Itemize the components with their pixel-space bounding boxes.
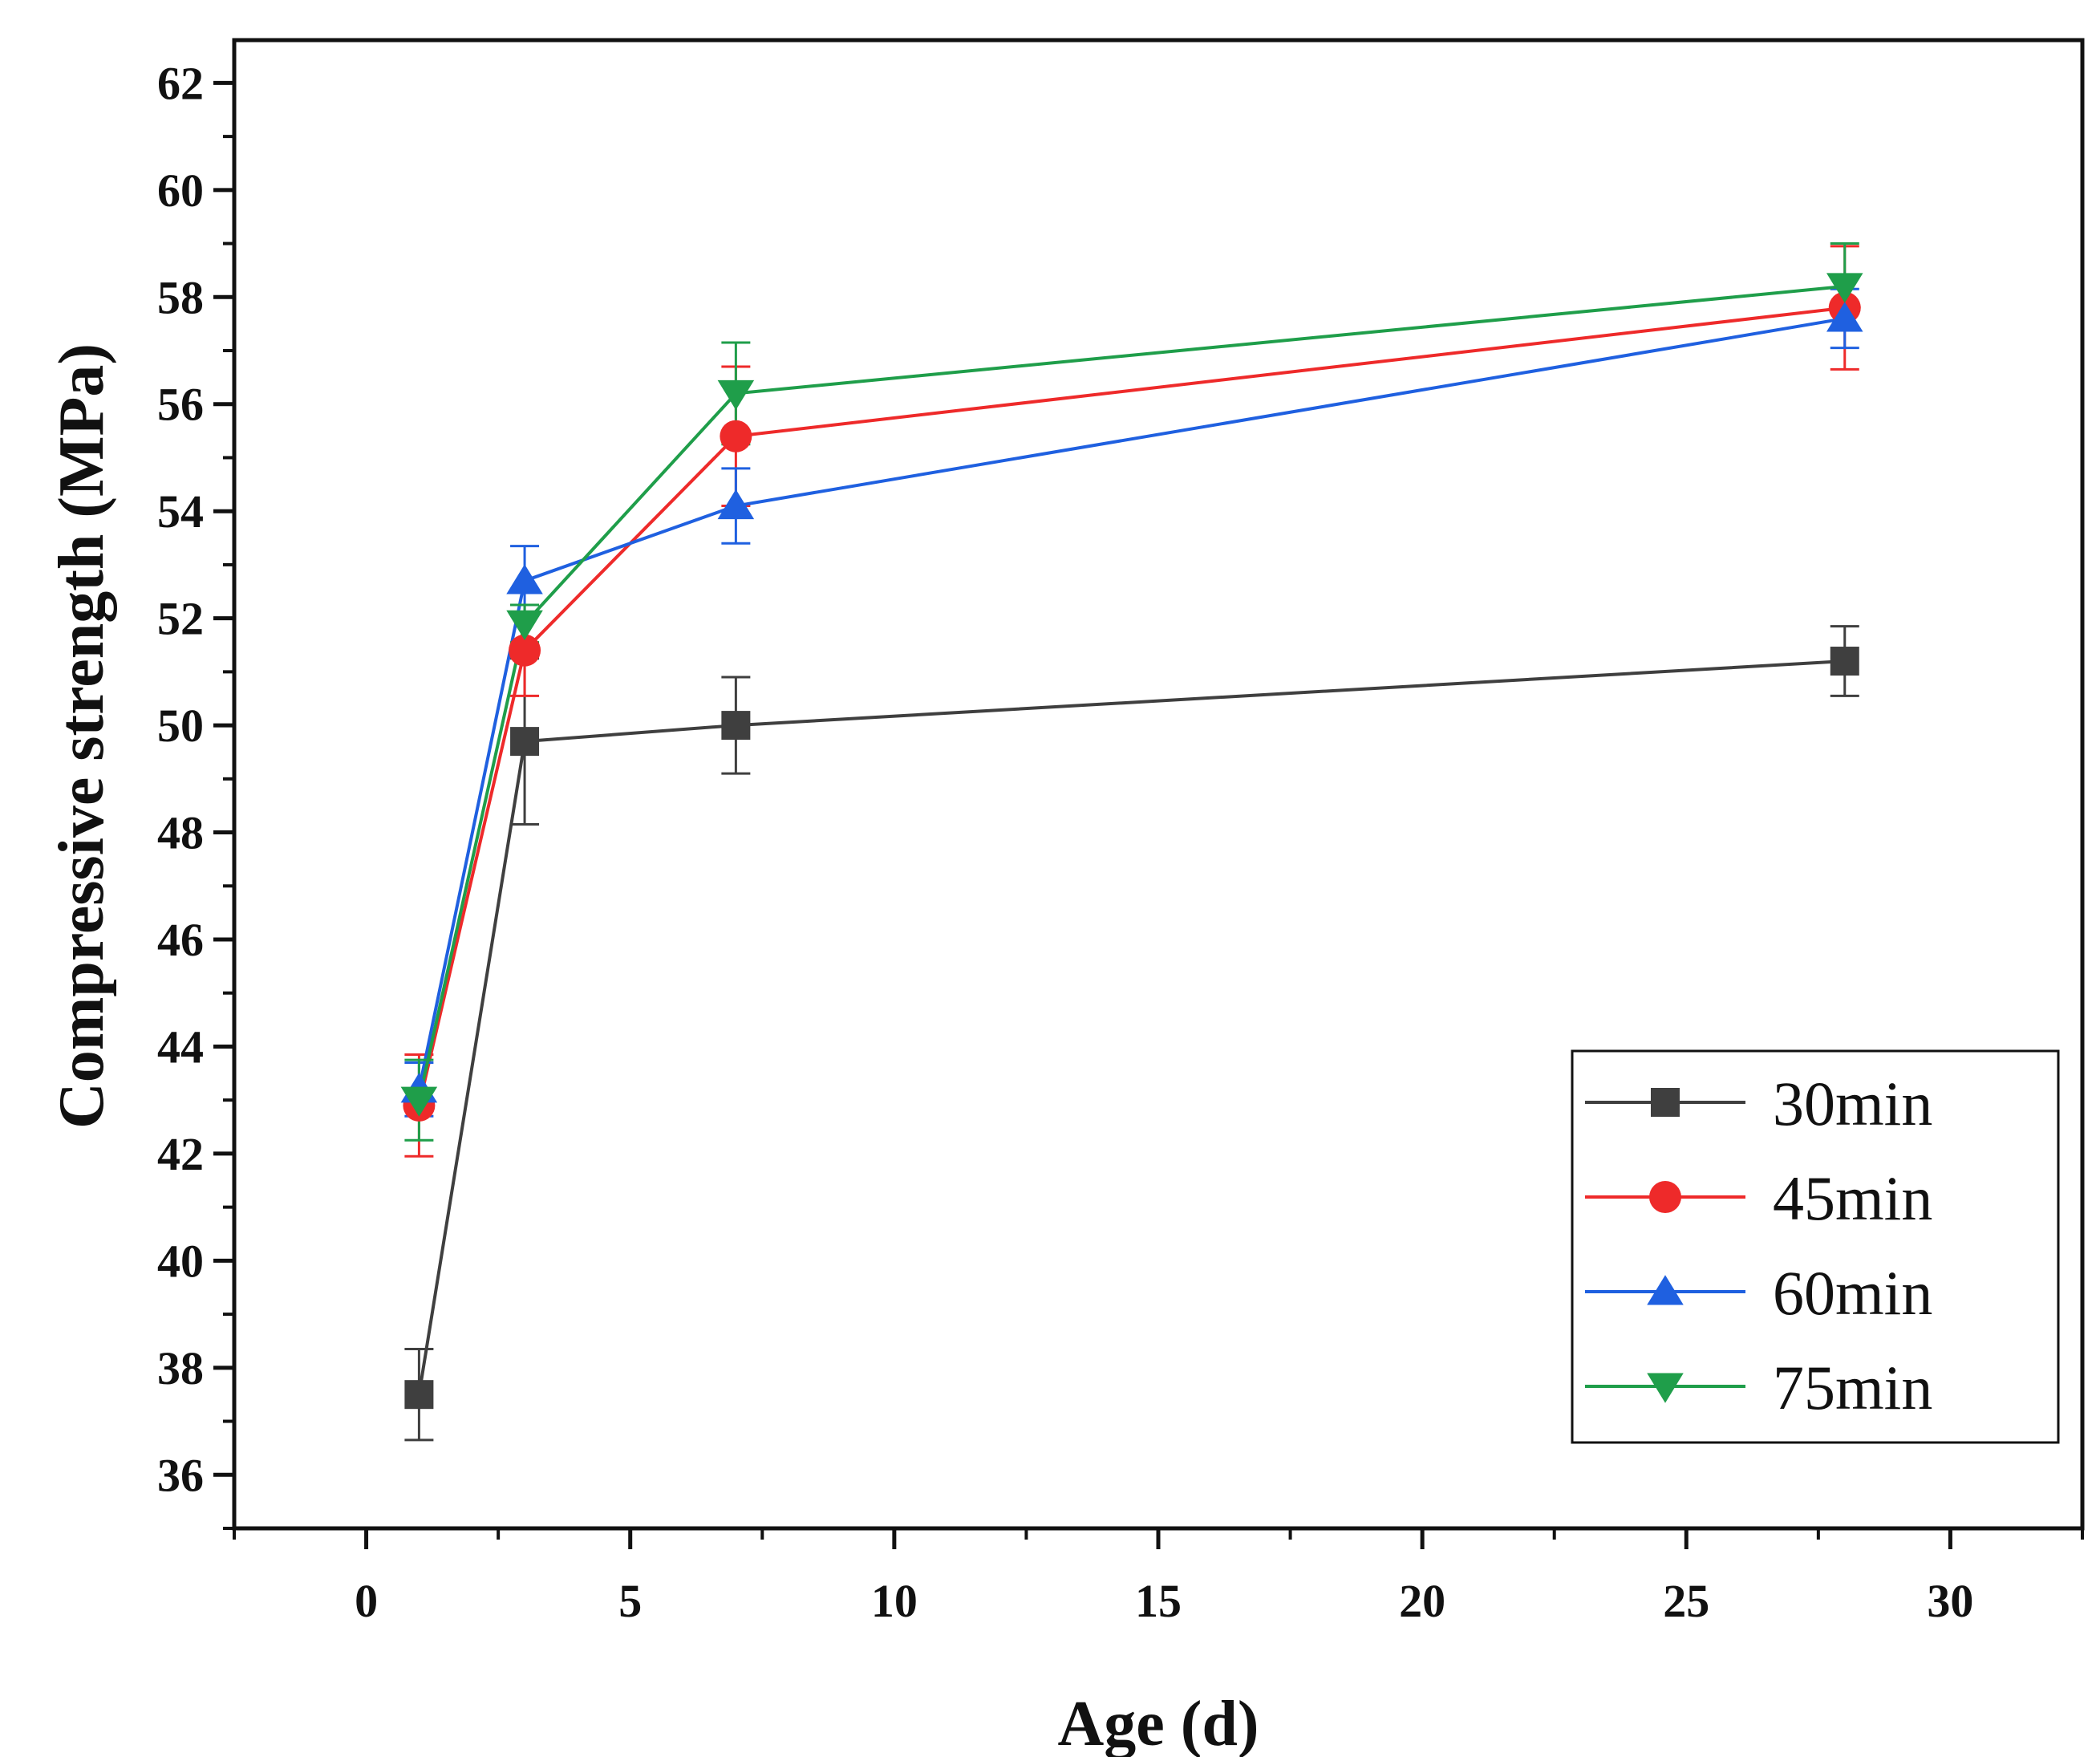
x-tick-label: 30	[1927, 1575, 1973, 1627]
series-line-60min	[417, 317, 1846, 1090]
plot-layer	[400, 242, 1863, 1442]
axes-layer: 36 38 40 42 44 46 48 50 52 54 56 58 60 62 0 5 10 15 20 25 30	[157, 57, 2084, 1627]
data-point-60min	[1826, 302, 1863, 332]
legend-label-75min: 75min	[1773, 1353, 1932, 1422]
x-tick-label: 10	[871, 1575, 918, 1627]
y-tick-label: 62	[157, 57, 204, 109]
y-tick-label: 38	[157, 1342, 204, 1394]
data-point-60min	[506, 564, 543, 594]
series-line-30min	[417, 659, 1845, 1395]
y-tick-label: 58	[157, 271, 204, 323]
y-tick-label: 40	[157, 1235, 204, 1287]
legend-label-60min: 60min	[1773, 1258, 1932, 1328]
data-point-75min	[506, 610, 543, 641]
y-tick-label: 48	[157, 807, 204, 859]
data-point-30min	[404, 1380, 434, 1410]
data-point-30min	[721, 711, 751, 741]
y-axis-title: Compressive strength (MPa)	[47, 343, 117, 1129]
legend-label-30min: 30min	[1773, 1069, 1932, 1138]
data-point-60min	[717, 489, 755, 520]
x-tick-label: 0	[355, 1575, 378, 1627]
data-point-75min	[400, 1086, 438, 1117]
legend-marker-75min	[1647, 1373, 1684, 1403]
x-tick-label: 25	[1663, 1575, 1709, 1627]
x-tick-label: 5	[618, 1575, 642, 1627]
data-point-75min	[1826, 273, 1863, 303]
series-line-75min	[417, 284, 1845, 1101]
y-tick-label: 54	[157, 485, 204, 538]
y-tick-label: 46	[157, 914, 204, 966]
x-axis-title: Age (d)	[1057, 1689, 1259, 1757]
legend-marker-60min	[1647, 1275, 1684, 1305]
y-tick-label: 50	[157, 700, 204, 752]
x-tick-label: 20	[1399, 1575, 1445, 1627]
y-tick-label: 56	[157, 379, 204, 431]
data-point-75min	[717, 379, 755, 411]
data-point-45min	[509, 634, 541, 667]
y-tick-label: 42	[157, 1128, 204, 1180]
legend: 30min 45min 60min 75min	[1571, 1049, 2060, 1444]
legend-label-45min: 45min	[1773, 1163, 1932, 1233]
data-point-45min	[720, 420, 752, 452]
legend-marker-45min	[1649, 1181, 1681, 1213]
y-tick-label: 36	[157, 1449, 204, 1501]
data-point-30min	[510, 727, 540, 757]
y-tick-label: 60	[157, 164, 204, 217]
legend-marker-30min	[1651, 1088, 1680, 1117]
y-tick-label: 52	[157, 593, 204, 645]
x-tick-label: 15	[1135, 1575, 1182, 1627]
data-point-30min	[1830, 647, 1859, 676]
y-tick-label: 44	[157, 1021, 204, 1073]
